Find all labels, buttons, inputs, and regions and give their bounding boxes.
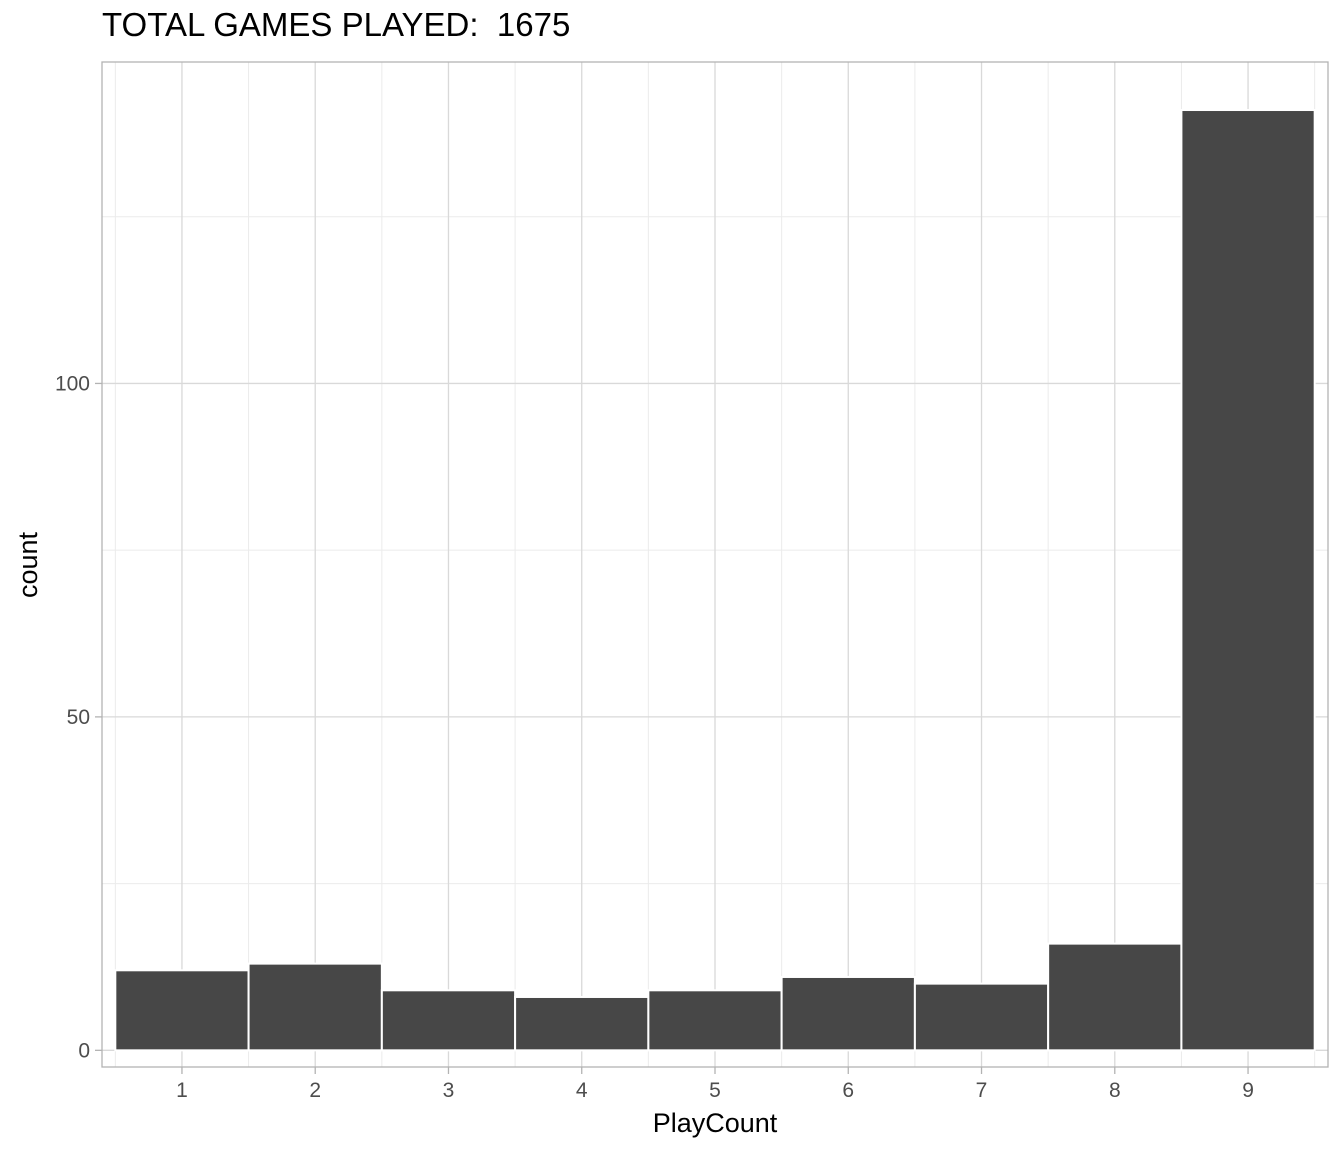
x-tick-label: 8 bbox=[1109, 1079, 1121, 1102]
x-tick-label: 6 bbox=[842, 1079, 854, 1102]
x-tick-label: 4 bbox=[576, 1079, 588, 1102]
x-tick-label: 3 bbox=[443, 1079, 455, 1102]
x-tick-label: 2 bbox=[309, 1079, 321, 1102]
y-tick-label: 0 bbox=[78, 1039, 90, 1062]
bar bbox=[1047, 942, 1183, 1052]
bar bbox=[380, 989, 517, 1052]
y-axis-title: count bbox=[13, 531, 43, 598]
bars bbox=[114, 109, 1316, 1052]
x-tick-label: 9 bbox=[1242, 1079, 1254, 1102]
chart-title: TOTAL GAMES PLAYED: 1675 bbox=[102, 6, 571, 43]
y-tick-label: 50 bbox=[67, 706, 90, 729]
x-axis-title: PlayCount bbox=[653, 1108, 778, 1138]
bar bbox=[913, 982, 1050, 1052]
grid-lines bbox=[102, 62, 1328, 1067]
bar bbox=[247, 962, 383, 1052]
y-tick-label: 100 bbox=[55, 372, 90, 395]
bar bbox=[1180, 109, 1316, 1052]
bar bbox=[780, 975, 916, 1052]
x-tick-label: 1 bbox=[176, 1079, 188, 1102]
x-tick-label: 7 bbox=[976, 1079, 988, 1102]
x-tick-label: 5 bbox=[709, 1079, 721, 1102]
bar bbox=[114, 969, 250, 1052]
bar bbox=[514, 995, 650, 1052]
axes: 0 50 100 1 2 3 4 5 6 7 8 9 bbox=[55, 372, 1254, 1102]
bar bbox=[647, 989, 783, 1052]
